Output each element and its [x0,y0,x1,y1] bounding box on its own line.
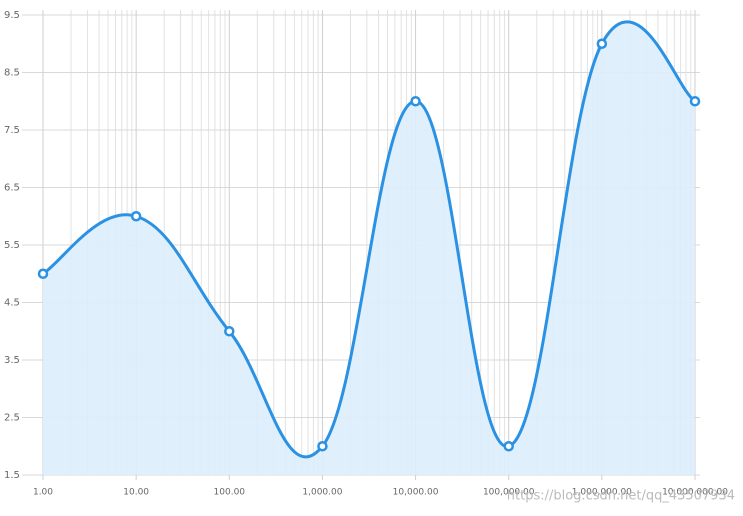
point [130,211,142,222]
x-tick-label: 10,000.00 [393,488,439,498]
x-tick-label: 1,000.00 [302,488,342,498]
x-tick-label: 100.00 [214,488,246,498]
x-tick-label: 1.00 [33,488,53,498]
x-tick-label: 10.00 [123,488,149,498]
y-tick-label: 7.5 [4,125,20,136]
point [596,38,608,49]
line [42,20,696,459]
point [503,441,514,452]
point [317,441,328,452]
point [37,268,49,279]
point [689,96,701,107]
x-tick-label: 10,000,000.00 [662,488,728,498]
x-tick-label: 100,000.00 [483,488,535,498]
y-tick-label: 6.5 [4,183,20,194]
y-tick-label: 2.5 [4,413,20,424]
point [410,96,421,107]
x-tick-label: 1,000,000.00 [572,488,632,498]
area [43,21,695,475]
y-tick-label: 1.5 [4,470,20,481]
y-tick-label: 8.5 [4,68,20,79]
point [224,326,235,337]
y-tick-label: 9.5 [4,10,20,21]
y-tick-label: 4.5 [4,298,20,309]
y-tick-label: 3.5 [4,355,20,366]
watermark: https://blog.csdn.net/qq_43507934 [507,489,735,504]
y-tick-label: 5.5 [4,240,20,251]
